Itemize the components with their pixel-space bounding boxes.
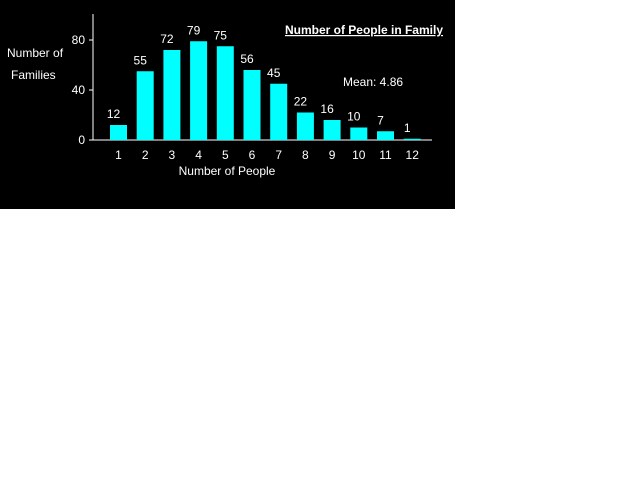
bar-value-label: 45 [267,66,281,80]
bar-value-label: 12 [107,107,121,121]
x-tick-label: 10 [352,148,366,162]
bar-value-label: 79 [187,23,201,37]
bar [323,120,341,140]
x-tick-label: 12 [406,148,420,162]
chart-panel: Number of People in Family Number of Fam… [0,0,455,209]
bar-value-label: 75 [214,28,228,42]
bar [110,125,127,140]
x-tick-label: 1 [115,148,122,162]
bar-value-label: 16 [320,102,334,116]
chart-title: Number of People in Family [285,23,443,37]
bar-value-label: 72 [160,32,174,46]
bar [163,50,181,140]
x-tick-label: 7 [275,148,282,162]
x-axis-ticks: 1 2 3 4 5 6 7 8 9 10 11 12 [115,148,419,162]
bar-value-label: 10 [347,110,361,124]
y-tick-label: 80 [72,33,86,47]
bar [296,112,314,140]
y-axis-ticks: 0 40 80 [72,33,93,147]
bar [377,131,394,140]
bar-value-label: 7 [377,113,384,127]
bar-chart: Number of People in Family Number of Fam… [7,14,443,178]
bar [216,46,234,140]
bar-value-label: 55 [134,53,148,67]
bar-value-label: 1 [404,121,411,135]
mean-annotation: Mean: 4.86 [343,75,403,89]
y-axis-label-line1: Number of [7,46,64,60]
x-tick-label: 2 [142,148,149,162]
bar [403,138,421,140]
x-tick-label: 11 [379,148,392,162]
x-tick-label: 3 [169,148,176,162]
x-tick-label: 6 [249,148,256,162]
data-labels-group: 12 55 72 79 75 56 45 22 16 10 7 1 [107,23,411,135]
y-tick-label: 0 [78,133,85,147]
bar [190,41,208,140]
x-axis-label: Number of People [179,164,276,178]
bar-value-label: 22 [294,95,308,109]
bar [350,127,368,140]
x-tick-label: 4 [195,148,202,162]
y-tick-label: 40 [72,83,86,97]
bar [270,83,288,140]
bar [136,71,154,140]
x-tick-label: 9 [329,148,336,162]
bar-value-label: 56 [240,52,254,66]
x-tick-label: 5 [222,148,229,162]
bar [243,70,261,140]
x-tick-label: 8 [302,148,309,162]
bars-group [110,41,421,140]
y-axis-label-line2: Families [11,68,56,82]
